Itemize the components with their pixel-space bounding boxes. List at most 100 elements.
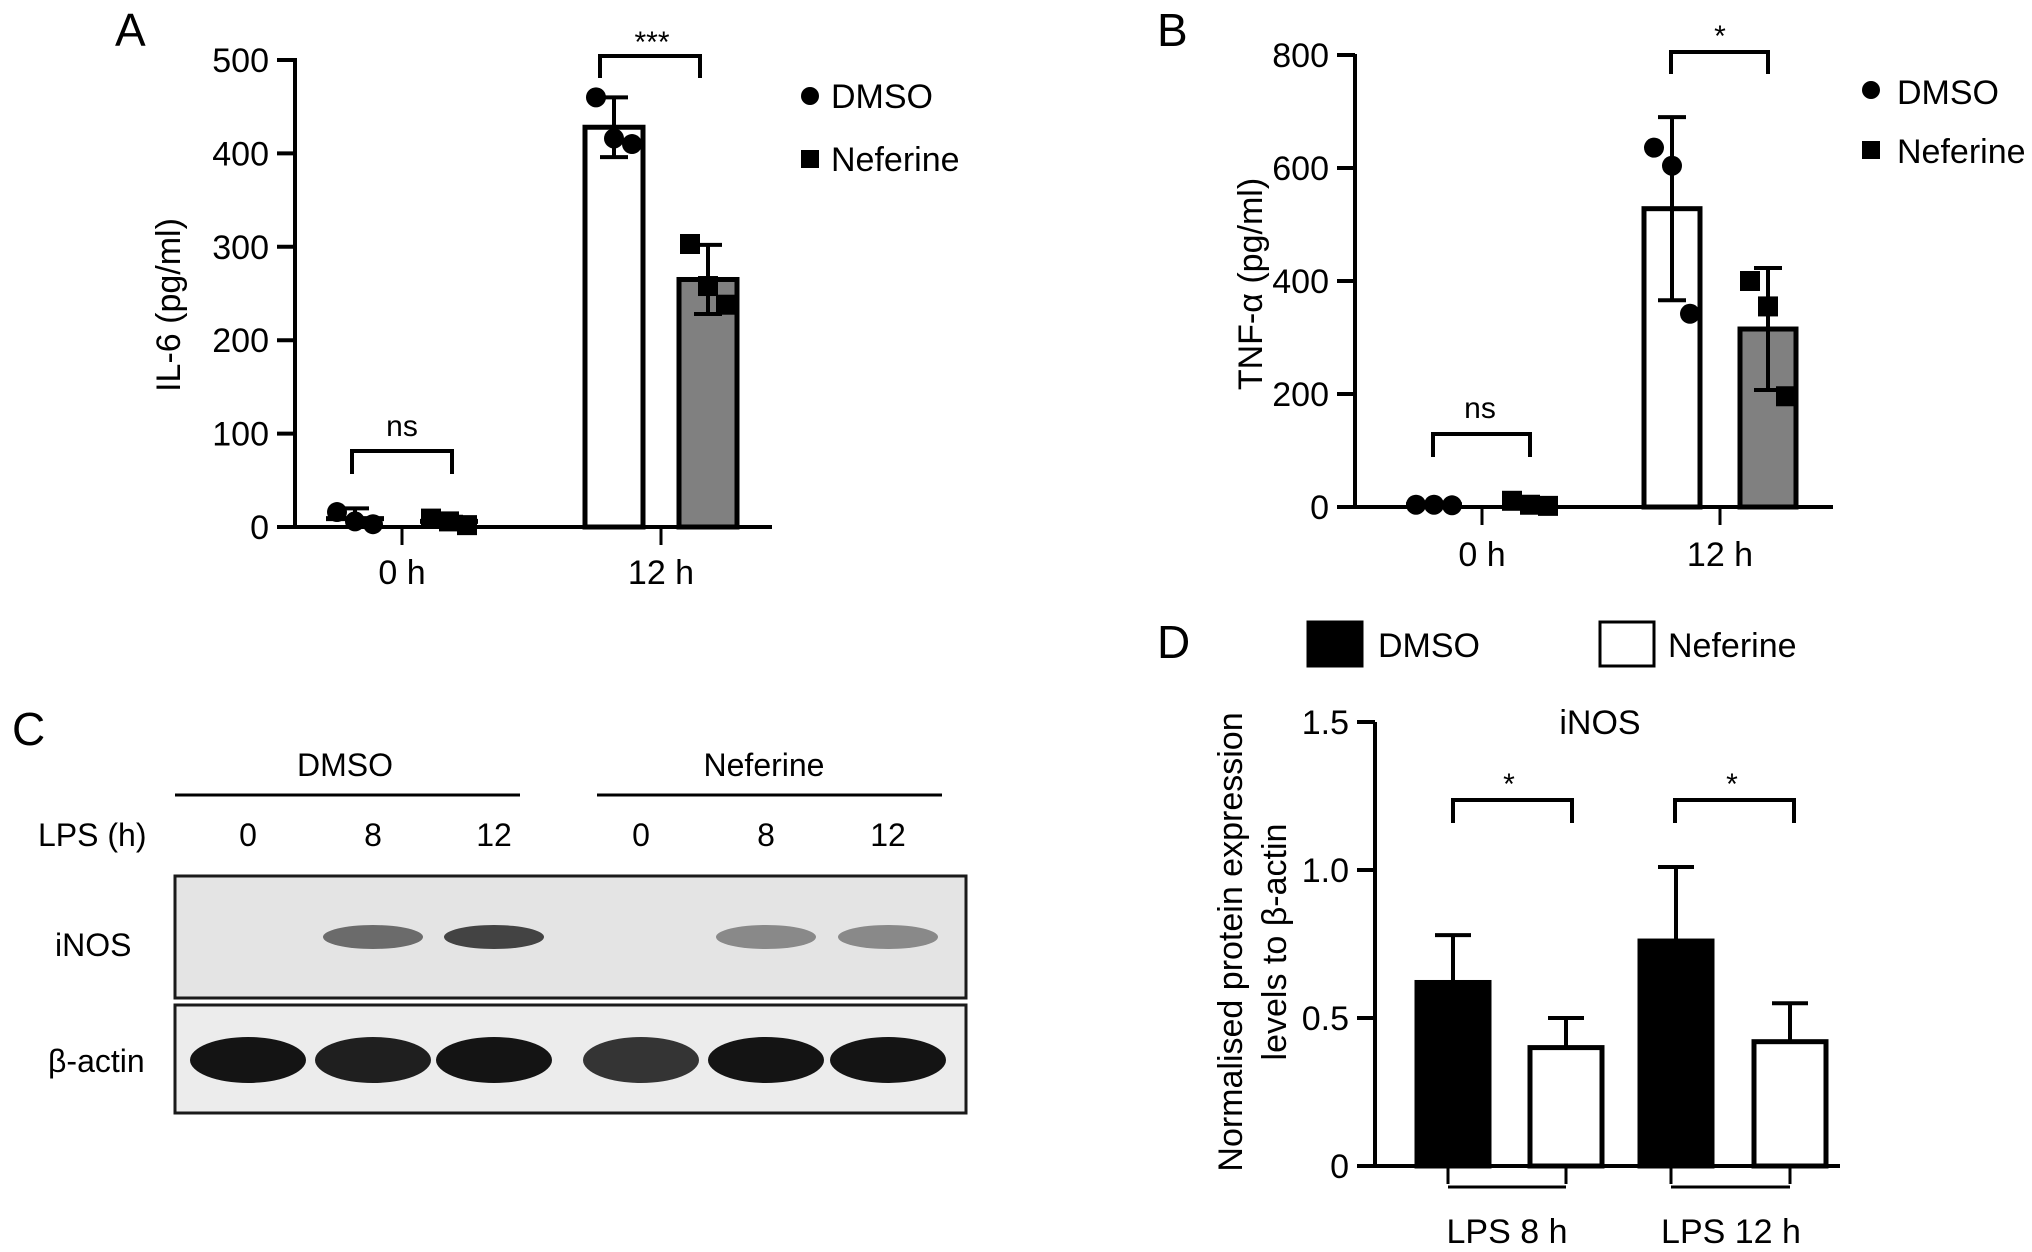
panel-a-data-point xyxy=(363,514,383,535)
panel-d-bars xyxy=(1414,865,1829,1169)
blot-timepoint-label: 12 xyxy=(476,817,512,853)
panel-a-data-point xyxy=(680,233,700,254)
blot-actin-bands xyxy=(190,1037,946,1083)
panel-a-data-point xyxy=(698,276,718,297)
panel-b-data-point xyxy=(1644,137,1664,158)
panel-b-legend-dmso: DMSO xyxy=(1897,74,1999,112)
panel-d-bar-dmso xyxy=(1637,938,1715,1169)
panel-d-x-tick-label: LPS 8 h xyxy=(1447,1213,1568,1251)
blot-actin-band xyxy=(190,1037,306,1083)
panel-d-bracket-lps8 xyxy=(1451,798,1574,823)
blot-inos-band xyxy=(444,925,544,949)
panel-a-y-tick-label: 200 xyxy=(212,322,269,360)
panel-b-y-ticks: 0 200 400 600 800 xyxy=(1272,37,1355,527)
panel-b-bracket-0h xyxy=(1431,432,1532,457)
panel-b-y-tick-label: 0 xyxy=(1310,489,1329,527)
panel-b-data-point xyxy=(1502,490,1522,511)
panel-b-legend-circle-marker xyxy=(1862,81,1880,99)
panel-a-legend-dmso: DMSO xyxy=(831,78,933,116)
panel-a-data-point xyxy=(439,511,459,532)
panel-a-y-tick-label: 300 xyxy=(212,229,269,267)
panel-b-y-tick-label: 800 xyxy=(1272,37,1329,75)
panel-d-label: D xyxy=(1157,616,1190,668)
panel-b-data-point xyxy=(1424,494,1444,515)
panel-b-x-tick-label: 0 h xyxy=(1458,536,1505,574)
panel-a-label: A xyxy=(115,4,146,56)
panel-b-data-point xyxy=(1406,494,1426,515)
blot-lps-label: LPS (h) xyxy=(38,817,146,853)
blot-inos-bands xyxy=(323,925,938,949)
panel-d-bar-neferine xyxy=(1751,1039,1829,1169)
panel-d-y-tick-label: 1.0 xyxy=(1302,852,1349,890)
panel-d-y-ticks: 0 0.5 1.0 1.5 xyxy=(1302,704,1375,1186)
blot-timepoints: 0 8 12 0 8 12 xyxy=(239,817,906,853)
blot-actin-band xyxy=(583,1037,699,1083)
panel-d-legend-dmso: DMSO xyxy=(1378,627,1480,665)
panel-d-bar-dmso xyxy=(1414,979,1492,1169)
blot-inos-band xyxy=(838,925,938,949)
panel-d-y-tick-label: 0.5 xyxy=(1302,1000,1349,1038)
panel-b-x-tick-label: 12 h xyxy=(1687,536,1753,574)
panel-a-x-tick-label: 12 h xyxy=(628,554,694,592)
panel-a-y-tick-label: 100 xyxy=(212,416,269,454)
panel-a-data-point xyxy=(716,294,736,315)
panel-b-data-point xyxy=(1442,495,1462,516)
panel-b-data-point xyxy=(1538,495,1558,516)
panel-b-significance-12h: * xyxy=(1714,20,1726,53)
blot-actin-band xyxy=(708,1037,824,1083)
blot-inos-band xyxy=(323,925,423,949)
panel-a-significance-0h: ns xyxy=(386,410,418,443)
panel-d-legend-swatch-neferine xyxy=(1598,620,1656,668)
panel-b-y-tick-label: 600 xyxy=(1272,150,1329,188)
panel-b-data-point xyxy=(1776,386,1796,407)
blot-timepoint-label: 0 xyxy=(239,817,257,853)
panel-b-data-point xyxy=(1680,303,1700,324)
panel-a-y-tick-label: 400 xyxy=(212,135,269,173)
panel-d-significance-lps12: * xyxy=(1726,768,1738,801)
panel-a-y-ticks: 0 100 200 300 400 500 xyxy=(212,42,295,547)
panel-a-data-point xyxy=(457,515,477,536)
panel-a-data-point xyxy=(586,87,606,108)
panel-d-y-tick-label: 1.5 xyxy=(1302,704,1349,742)
panel-a-data-point xyxy=(327,502,347,523)
panel-a-legend-neferine: Neferine xyxy=(831,141,960,179)
panel-a-bar-neferine xyxy=(676,276,740,530)
panel-d-bracket-lps12 xyxy=(1673,798,1796,823)
panel-a-data-point xyxy=(622,134,642,155)
panel-d-bar-neferine xyxy=(1527,1045,1605,1169)
blot-actin-band xyxy=(315,1037,431,1083)
blot-timepoint-label: 12 xyxy=(870,817,906,853)
blot-inos-membrane xyxy=(173,874,968,1000)
panel-d: D DMSO Neferine iNOS Normalised protein … xyxy=(1157,616,1840,1251)
panel-b-bracket-12h xyxy=(1669,50,1770,74)
panel-a-data-point xyxy=(604,128,624,149)
panel-a-data-point xyxy=(345,511,365,532)
panel-c: C DMSO Neferine LPS (h) 0 8 12 0 8 12 iNOS β-… xyxy=(12,703,968,1115)
panel-a: A IL-6 (pg/ml) 0 100 200 300 400 500 0 h 12 h… xyxy=(115,4,960,592)
panel-a-bar-dmso xyxy=(582,124,646,530)
panel-d-title: iNOS xyxy=(1559,704,1640,742)
panel-b-data-point xyxy=(1758,296,1778,317)
panel-b-bars xyxy=(1406,115,1799,516)
panel-a-x-tick-label: 0 h xyxy=(378,554,425,592)
panel-d-y-axis-label-line1: Normalised protein expression xyxy=(1212,712,1250,1171)
panel-d-x-tick-label: LPS 12 h xyxy=(1661,1213,1801,1251)
panel-b-data-point xyxy=(1662,155,1682,176)
blot-actin-band xyxy=(436,1037,552,1083)
panel-a-legend-square-marker xyxy=(801,150,819,168)
panel-b-y-axis-label: TNF-α (pg/ml) xyxy=(1232,178,1270,390)
blot-timepoint-label: 8 xyxy=(757,817,775,853)
panel-b-legend-neferine: Neferine xyxy=(1897,133,2026,171)
panel-c-label: C xyxy=(12,703,45,755)
panel-a-bars xyxy=(326,87,740,536)
panel-b-data-point xyxy=(1740,271,1760,291)
panel-a-bracket-0h xyxy=(350,449,454,474)
panel-d-legend-swatch-dmso xyxy=(1306,620,1364,668)
panel-b-y-tick-label: 200 xyxy=(1272,376,1329,414)
panel-b-significance-0h: ns xyxy=(1464,392,1496,425)
blot-inos-band xyxy=(716,925,816,949)
panel-a-y-tick-label: 0 xyxy=(250,509,269,547)
blot-group-label-neferine: Neferine xyxy=(704,747,825,783)
panel-d-y-tick-label: 0 xyxy=(1330,1148,1349,1186)
